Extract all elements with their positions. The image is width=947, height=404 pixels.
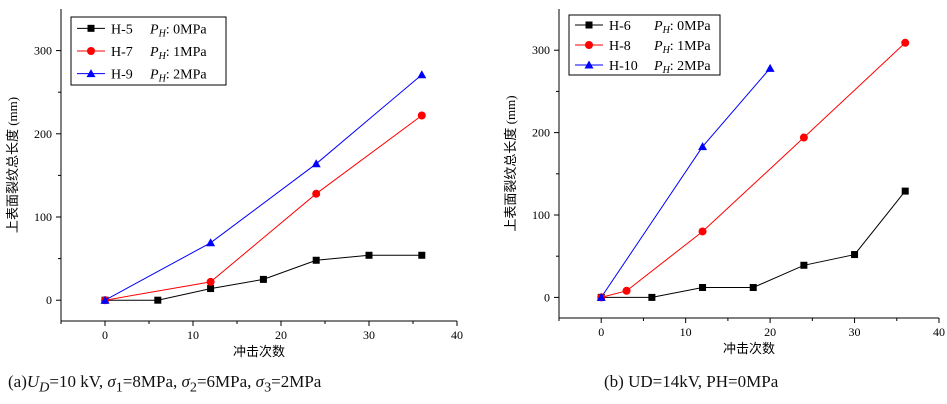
legend-pressure: PH: 2MPa bbox=[149, 68, 207, 85]
x-tick-label: 40 bbox=[451, 328, 463, 342]
data-point-H-5 bbox=[365, 251, 373, 259]
caption-a-mid: =10 kV, bbox=[49, 372, 108, 391]
caption-a-s1-sub: 1 bbox=[115, 379, 123, 396]
data-point-H-6 bbox=[800, 261, 808, 269]
caption-a-s3-val: =2MPa bbox=[271, 372, 322, 391]
data-point-H-5 bbox=[207, 285, 215, 293]
series-line-H-8 bbox=[601, 42, 906, 298]
data-point-H-10 bbox=[698, 142, 708, 151]
caption-a-sigma3: σ bbox=[255, 372, 265, 391]
chart-panel-2: 0 10 20 30 40 0 100 200 300 冲击次数 上表面裂纹总长度 (mm) H-6 P… bbox=[503, 9, 945, 356]
legend-marker bbox=[584, 60, 594, 69]
data-point-H-9 bbox=[417, 70, 427, 79]
caption-b: (b) UD=14kV, PH=0MPa bbox=[604, 372, 779, 391]
legend-label: H-8 bbox=[609, 39, 631, 54]
data-point-H-9 bbox=[100, 295, 110, 304]
y-tick-label: 100 bbox=[532, 208, 550, 222]
legend-pressure: PH: 1MPa bbox=[653, 39, 711, 56]
data-point-H-7 bbox=[312, 189, 321, 198]
legend-label: H-7 bbox=[111, 45, 133, 60]
x-tick-label: 0 bbox=[102, 328, 108, 342]
y-tick-label: 0 bbox=[544, 290, 550, 304]
legend-pressure: PH: 0MPa bbox=[149, 22, 207, 39]
x-tick-label: 20 bbox=[275, 328, 287, 342]
y-tick-label: 0 bbox=[46, 293, 52, 307]
caption-a-s2-sub: 2 bbox=[189, 379, 197, 396]
y-tick-label: 200 bbox=[532, 126, 550, 140]
series-line-H-7 bbox=[104, 115, 423, 301]
legend: H-5 PH: 0MPa H-7 PH: 1MPa H-9 PH: 2MPa bbox=[70, 16, 227, 86]
legend-label: H-5 bbox=[111, 22, 133, 37]
caption-a-s3-sub: 3 bbox=[264, 379, 272, 396]
series-line-H-9 bbox=[104, 74, 423, 301]
data-point-H-6 bbox=[901, 187, 909, 195]
caption-a-prefix: (a) bbox=[8, 372, 27, 391]
x-tick-label: 40 bbox=[933, 325, 945, 339]
data-point-H-8 bbox=[622, 286, 631, 295]
y-tick-label: 100 bbox=[34, 210, 52, 224]
legend-label: H-10 bbox=[609, 59, 638, 74]
legend-marker bbox=[87, 24, 95, 32]
data-point-H-6 bbox=[749, 284, 757, 292]
data-point-H-6 bbox=[851, 251, 859, 259]
legend-pressure: PH: 2MPa bbox=[653, 59, 711, 76]
legend-marker bbox=[585, 21, 593, 29]
caption-a-sigma1: σ bbox=[107, 372, 116, 391]
y-tick-label: 200 bbox=[34, 127, 52, 141]
caption-a-sigma2: σ bbox=[181, 372, 190, 391]
x-axis-title: 冲击次数 bbox=[723, 341, 775, 356]
x-axis-title: 冲击次数 bbox=[233, 344, 285, 359]
caption-a-u-sub: D bbox=[39, 379, 50, 396]
caption-a: (a)UD=10 kV, σ1=8MPa, σ2=6MPa, σ3=2MPa bbox=[8, 372, 321, 396]
data-point-H-5 bbox=[418, 251, 426, 259]
data-point-H-9 bbox=[206, 238, 216, 247]
legend-label: H-6 bbox=[609, 19, 631, 34]
data-point-H-5 bbox=[312, 256, 320, 264]
data-point-H-8 bbox=[698, 227, 707, 236]
data-point-H-5 bbox=[259, 275, 267, 283]
series-line-H-10 bbox=[600, 67, 771, 298]
legend-label: H-9 bbox=[111, 68, 133, 83]
chart-panel-1: 0 10 20 30 40 0 100 200 300 冲击次数 上表面裂纹总长度 (mm) H-5 P… bbox=[5, 9, 463, 359]
caption-a-u: U bbox=[26, 372, 40, 391]
caption-a-s1-val: =8MPa, bbox=[122, 372, 182, 391]
y-tick-label: 300 bbox=[532, 43, 550, 57]
x-tick-label: 10 bbox=[187, 328, 199, 342]
legend-marker bbox=[86, 69, 96, 78]
legend-pressure: PH: 1MPa bbox=[149, 45, 207, 62]
data-point-H-6 bbox=[648, 293, 656, 301]
y-axis-title: 上表面裂纹总长度 (mm) bbox=[5, 97, 20, 233]
y-axis-title: 上表面裂纹总长度 (mm) bbox=[503, 95, 518, 231]
y-tick-label: 300 bbox=[34, 44, 52, 58]
data-point-H-9 bbox=[311, 159, 321, 168]
data-point-H-8 bbox=[901, 38, 910, 47]
x-tick-label: 30 bbox=[849, 325, 861, 339]
legend-pressure: PH: 0MPa bbox=[653, 19, 711, 36]
x-tick-label: 10 bbox=[680, 325, 692, 339]
caption-a-s2-val: =6MPa, bbox=[196, 372, 256, 391]
data-point-H-5 bbox=[154, 296, 162, 304]
data-point-H-7 bbox=[206, 277, 215, 286]
data-point-H-10 bbox=[765, 63, 775, 72]
data-point-H-7 bbox=[417, 111, 426, 120]
x-tick-label: 20 bbox=[764, 325, 776, 339]
legend: H-6 PH: 0MPa H-8 PH: 1MPa H-10 PH: 2MPa bbox=[568, 14, 721, 76]
series-line-H-6 bbox=[601, 190, 906, 298]
data-point-H-6 bbox=[699, 284, 707, 292]
data-point-H-8 bbox=[799, 133, 808, 142]
x-tick-label: 0 bbox=[598, 325, 604, 339]
legend-marker bbox=[87, 47, 95, 55]
legend-marker bbox=[585, 41, 593, 49]
data-point-H-10 bbox=[596, 292, 606, 301]
x-tick-label: 30 bbox=[363, 328, 375, 342]
